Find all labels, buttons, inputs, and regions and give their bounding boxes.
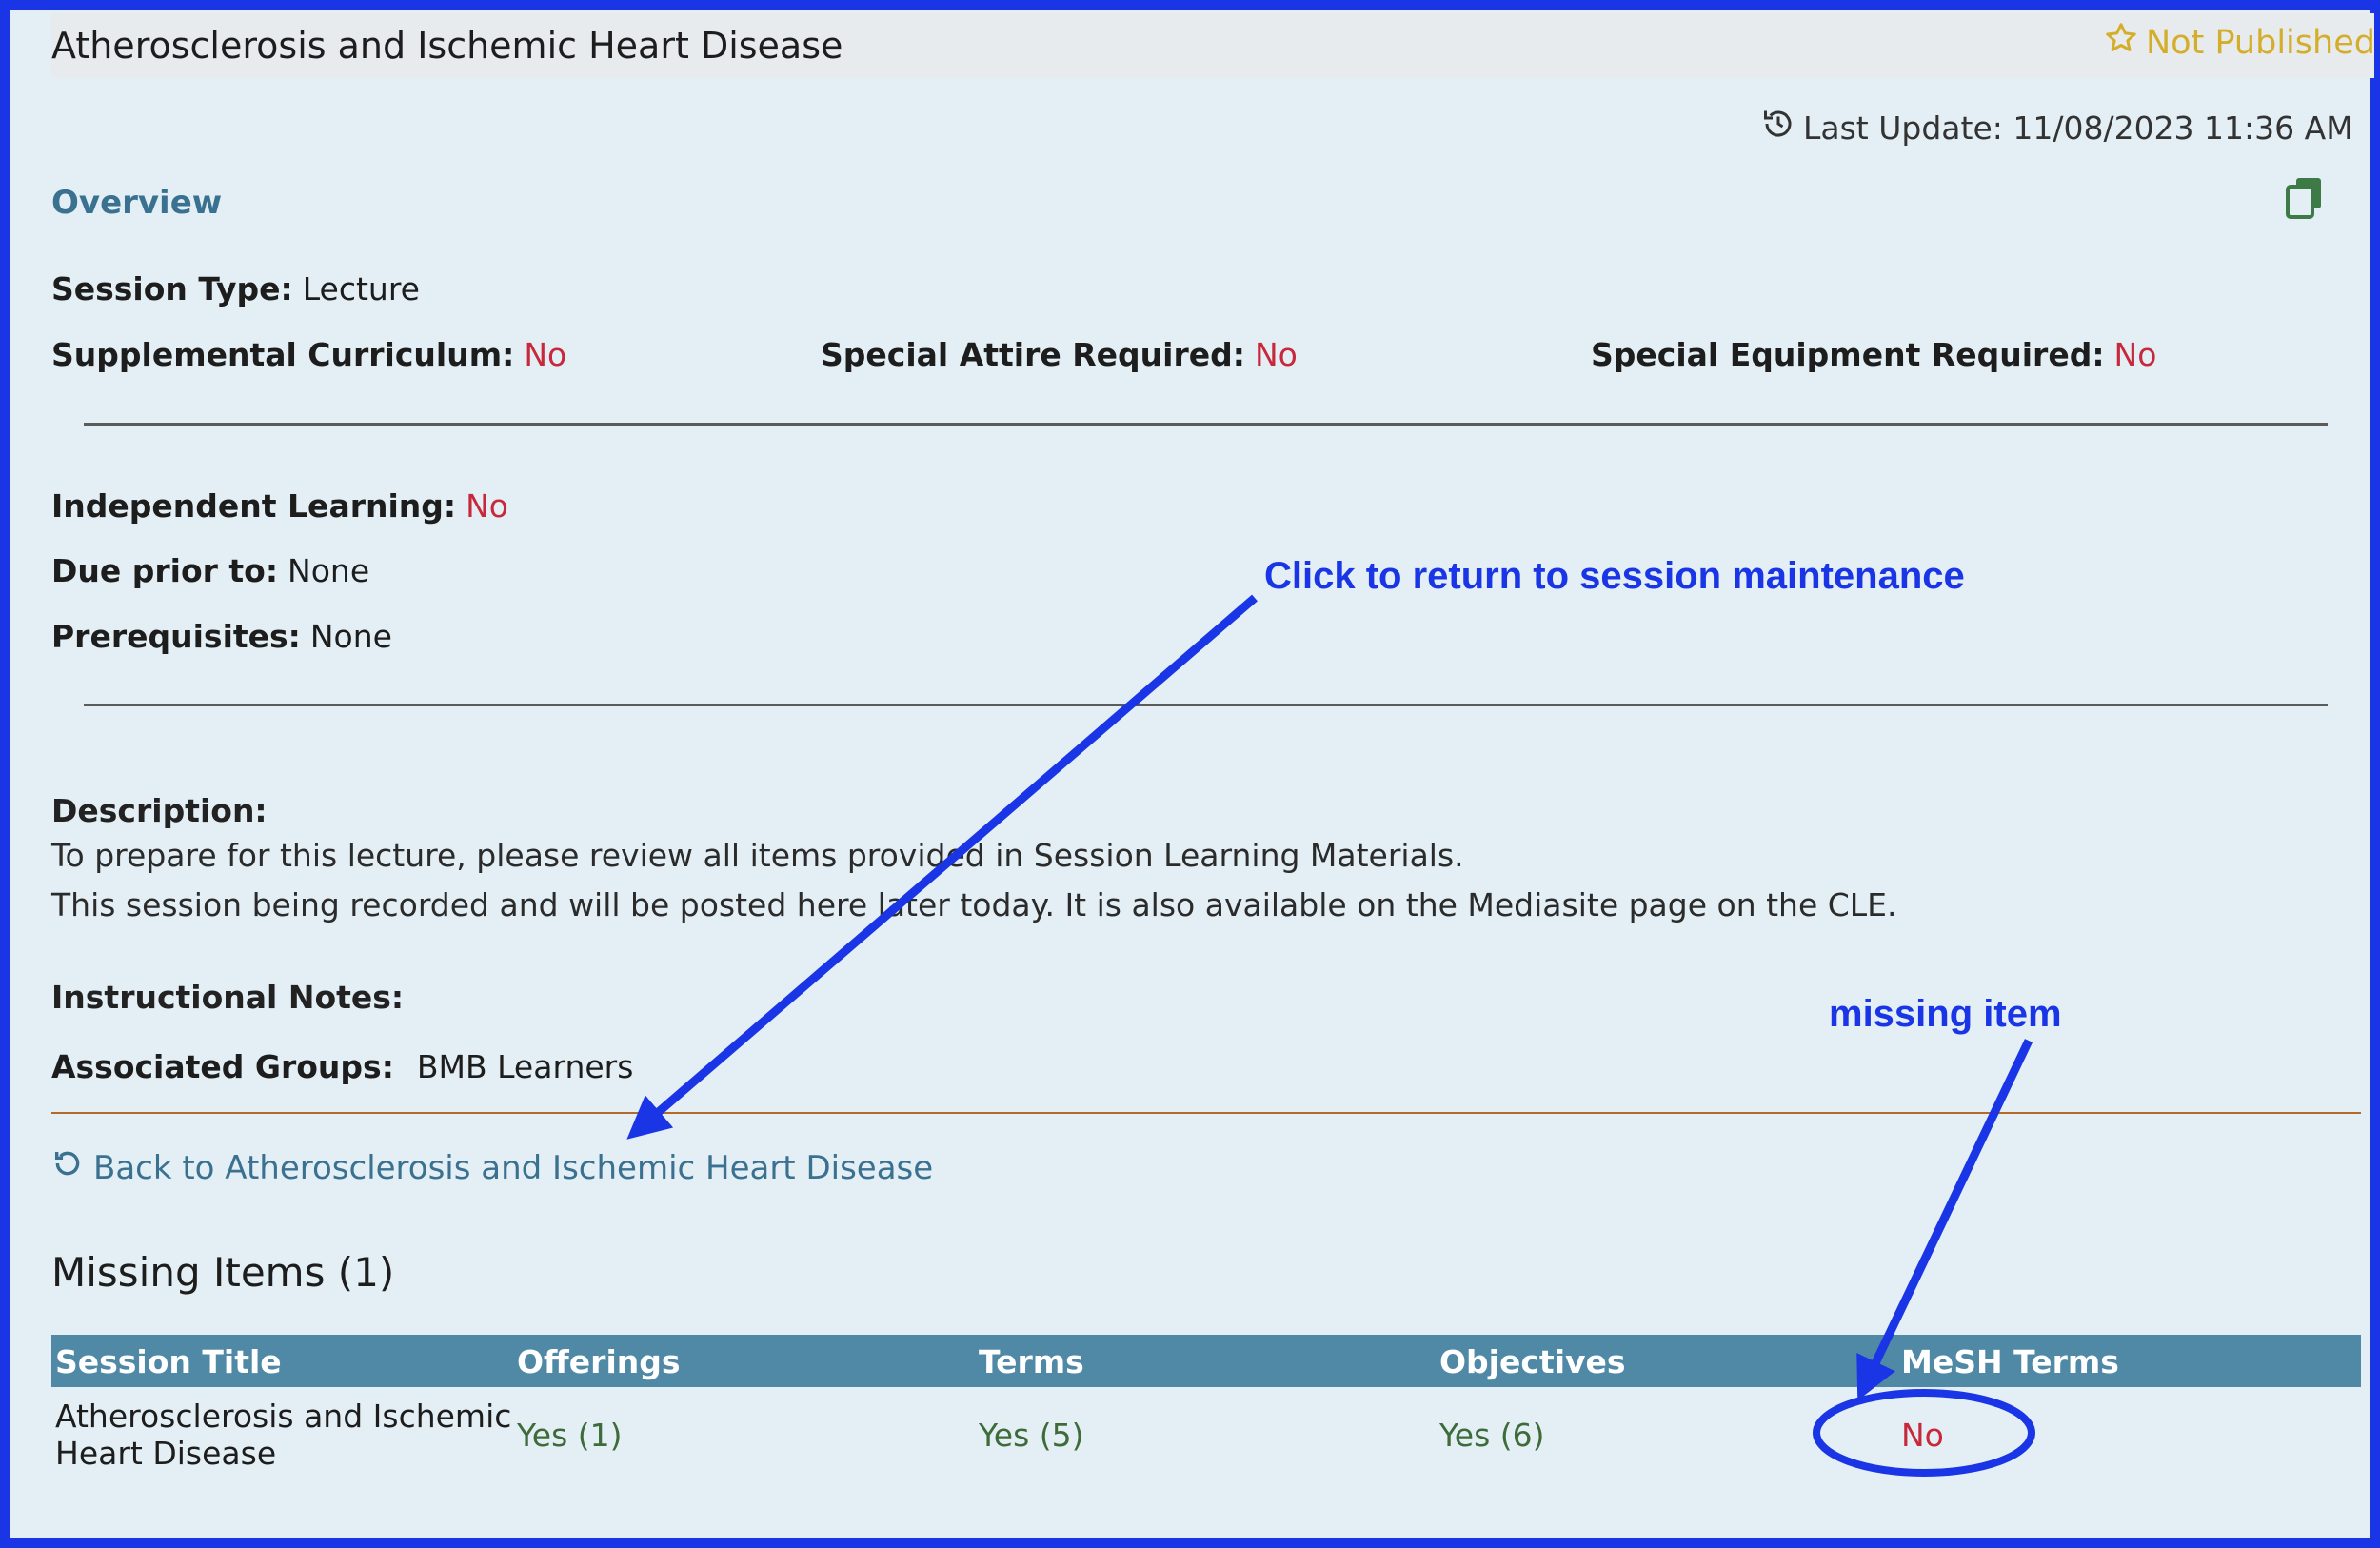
description-text: To prepare for this lecture, please revi… bbox=[51, 837, 1464, 874]
special-attire-field: Special Attire Required: No bbox=[821, 336, 1298, 373]
title-bar bbox=[51, 13, 2374, 78]
associated-groups-field: Associated Groups: BMB Learners bbox=[51, 1048, 634, 1085]
cell-offerings[interactable]: Yes (1) bbox=[517, 1417, 623, 1454]
special-equipment-value: No bbox=[2113, 336, 2157, 373]
cell-session-title: Heart Disease bbox=[55, 1435, 277, 1472]
back-to-session-link[interactable]: Back to Atherosclerosis and Ischemic Hea… bbox=[51, 1147, 933, 1188]
description-label: Description: bbox=[51, 792, 268, 829]
session-type-field: Session Type: Lecture bbox=[51, 270, 420, 308]
prerequisites-field: Prerequisites: None bbox=[51, 618, 392, 655]
missing-items-heading: Missing Items (1) bbox=[51, 1249, 395, 1296]
annotation-missing-note: missing item bbox=[1829, 993, 2062, 1035]
supplemental-curriculum-value: No bbox=[524, 336, 567, 373]
supplemental-curriculum-field: Supplemental Curriculum: No bbox=[51, 336, 567, 373]
prerequisites-value: None bbox=[309, 618, 392, 655]
divider bbox=[84, 704, 2328, 706]
cell-objectives[interactable]: Yes (6) bbox=[1439, 1417, 1545, 1454]
divider bbox=[84, 423, 2328, 426]
column-header-objectives[interactable]: Objectives bbox=[1439, 1343, 1626, 1380]
cell-terms[interactable]: Yes (5) bbox=[979, 1417, 1084, 1454]
cell-mesh-terms[interactable]: No bbox=[1901, 1417, 1944, 1454]
page-title: Atherosclerosis and Ischemic Heart Disea… bbox=[51, 25, 843, 67]
associated-groups-value: BMB Learners bbox=[416, 1048, 634, 1085]
instructional-notes-label: Instructional Notes: bbox=[51, 979, 405, 1016]
due-prior-to-value: None bbox=[288, 552, 370, 589]
session-type-value: Lecture bbox=[302, 270, 420, 308]
history-icon bbox=[1761, 107, 1795, 149]
copy-button[interactable] bbox=[2285, 176, 2325, 224]
cell-session-title: Atherosclerosis and Ischemic bbox=[55, 1398, 512, 1435]
description-text: This session being recorded and will be … bbox=[51, 886, 1897, 923]
publish-status[interactable]: Not Published bbox=[2104, 21, 2375, 64]
back-link-label: Back to Atherosclerosis and Ischemic Hea… bbox=[93, 1148, 934, 1187]
column-header-offerings[interactable]: Offerings bbox=[517, 1343, 681, 1380]
section-divider bbox=[51, 1112, 2361, 1114]
publish-status-label: Not Published bbox=[2146, 23, 2375, 62]
column-header-terms[interactable]: Terms bbox=[979, 1343, 1084, 1380]
special-equipment-field: Special Equipment Required: No bbox=[1591, 336, 2157, 373]
overview-link[interactable]: Overview bbox=[51, 184, 223, 222]
annotation-return-note: Click to return to session maintenance bbox=[1264, 555, 1965, 597]
copy-icon bbox=[2285, 178, 2325, 224]
undo-icon bbox=[51, 1147, 84, 1188]
column-header-mesh-terms[interactable]: MeSH Terms bbox=[1901, 1343, 2119, 1380]
independent-learning-value: No bbox=[466, 487, 508, 525]
last-update-text: Last Update: 11/08/2023 11:36 AM bbox=[1803, 109, 2353, 147]
special-attire-value: No bbox=[1254, 336, 1298, 373]
column-header-session-title[interactable]: Session Title bbox=[55, 1343, 282, 1380]
star-icon bbox=[2104, 21, 2138, 64]
last-update: Last Update: 11/08/2023 11:36 AM bbox=[1761, 107, 2353, 149]
due-prior-to-field: Due prior to: None bbox=[51, 552, 370, 589]
independent-learning-field: Independent Learning: No bbox=[51, 487, 508, 525]
